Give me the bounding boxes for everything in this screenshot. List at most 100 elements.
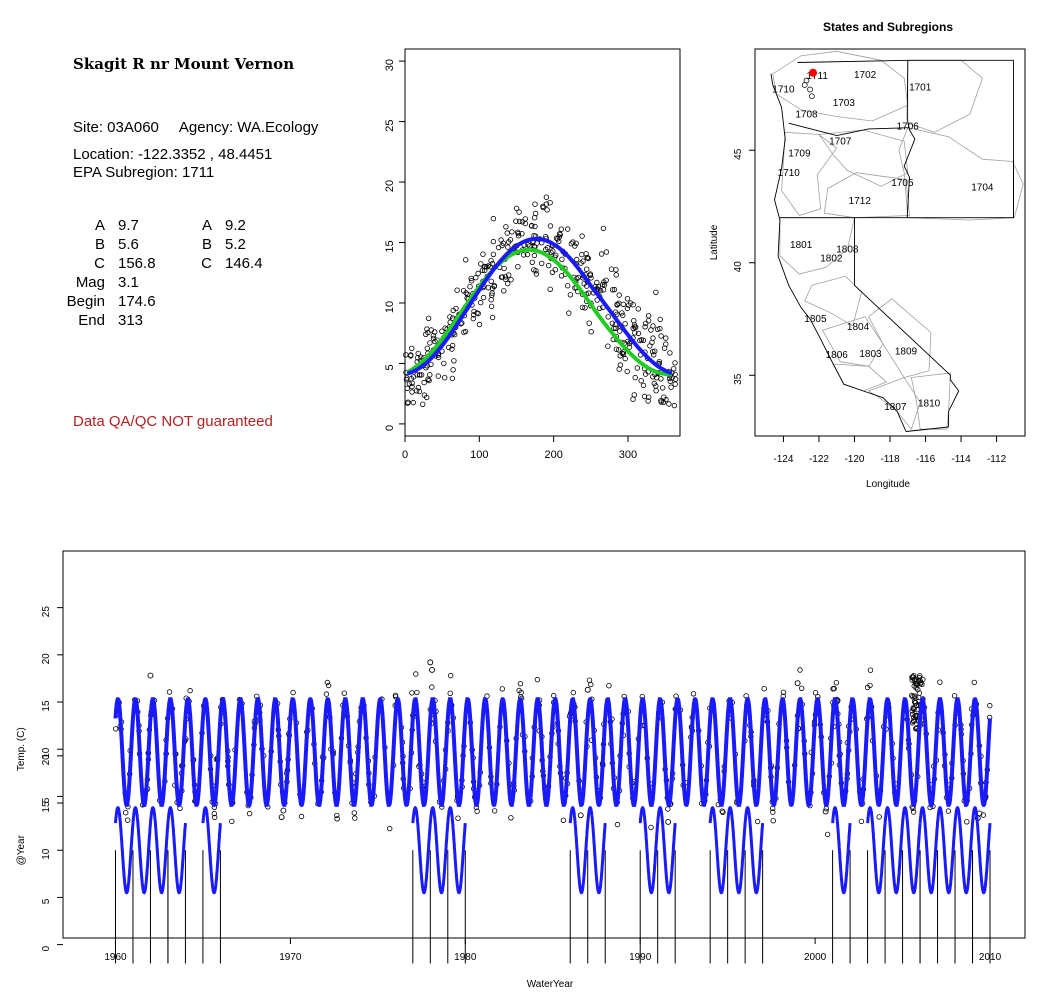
ts-point — [355, 749, 361, 755]
ts-point — [382, 744, 388, 751]
ts-point — [358, 708, 364, 715]
observation-point — [515, 232, 522, 239]
ts-point — [631, 779, 637, 785]
ts-point — [192, 798, 199, 804]
observation-point — [558, 273, 565, 279]
ts-point — [910, 788, 917, 795]
ts-point — [719, 808, 725, 814]
ts-point — [921, 704, 928, 711]
ts-point — [461, 743, 467, 749]
ts-point — [232, 747, 238, 753]
observation-point — [660, 385, 666, 391]
observation-point — [579, 251, 585, 258]
ts-point — [795, 725, 801, 731]
ts-point — [892, 781, 899, 787]
param-right-value: 5.2 — [225, 236, 246, 253]
ts-point — [836, 762, 843, 768]
ts-point — [802, 751, 808, 757]
ts-point — [407, 785, 413, 792]
param-left-value: 3.1 — [118, 274, 139, 291]
observation-point — [507, 237, 514, 243]
observation-point — [409, 383, 415, 390]
observation-point — [613, 346, 620, 352]
ts-point — [211, 814, 218, 821]
ts-point — [616, 787, 623, 794]
observation-point — [614, 336, 620, 343]
observation-point — [584, 298, 590, 305]
ts-point — [762, 708, 768, 714]
ts-point — [572, 718, 578, 724]
observation-point — [532, 210, 539, 217]
ts-point — [918, 701, 924, 708]
ts-point — [838, 780, 844, 786]
ts-point — [964, 797, 970, 804]
ts-point — [529, 773, 535, 780]
observation-point — [542, 233, 549, 240]
subregion-label: 1706 — [897, 122, 920, 133]
observation-point — [442, 325, 448, 331]
observation-point — [449, 315, 456, 321]
observation-point — [550, 248, 556, 254]
observation-point — [548, 249, 554, 256]
observation-point — [655, 370, 661, 377]
ts-point — [917, 716, 923, 722]
ts-point — [539, 733, 545, 740]
observation-point — [447, 314, 453, 320]
observation-point — [519, 230, 525, 237]
ts-point — [519, 732, 526, 738]
ts-point — [668, 801, 674, 807]
x-tick-label: 2000 — [804, 952, 827, 963]
ts-point — [179, 788, 185, 794]
ts-point — [177, 805, 183, 811]
observation-point — [595, 284, 601, 290]
observation-point — [415, 350, 421, 357]
observation-point — [424, 326, 430, 332]
subregion-line: EPA Subregion: 1711 — [73, 164, 215, 181]
ts-point — [605, 710, 612, 716]
observation-point — [504, 230, 510, 236]
observation-point — [543, 246, 549, 253]
observation-point — [453, 305, 459, 312]
ts-point — [720, 809, 726, 815]
observation-point — [547, 199, 553, 206]
outlier-point — [280, 807, 287, 814]
observation-point — [435, 373, 441, 379]
ts-point — [448, 672, 454, 679]
observation-point — [427, 340, 433, 346]
observation-point — [647, 343, 653, 349]
ts-point — [982, 795, 988, 802]
ts-point — [607, 719, 613, 725]
y-axis-label: Temp. (C) — [16, 727, 27, 771]
ts-point — [659, 699, 665, 705]
ts-point — [768, 774, 774, 780]
observation-point — [616, 366, 622, 372]
map-boundaries — [770, 50, 1024, 432]
ts-point — [978, 753, 984, 759]
observation-point — [645, 398, 651, 404]
ts-point — [368, 799, 374, 805]
observation-point — [487, 264, 493, 270]
subregion-outline — [898, 127, 1024, 221]
ts-point — [192, 789, 198, 795]
ts-point — [564, 770, 570, 776]
ts-point — [702, 798, 708, 804]
ts-point — [751, 782, 757, 789]
ts-point — [912, 676, 918, 683]
ts-point — [794, 712, 801, 719]
observation-point — [430, 347, 437, 353]
ts-point — [318, 789, 324, 795]
observation-point — [588, 300, 594, 306]
ts-point — [583, 719, 589, 725]
ts-point — [156, 797, 163, 804]
ts-point — [347, 757, 354, 764]
x-tick-label: 100 — [470, 449, 488, 461]
ts-point — [473, 804, 480, 811]
observation-point — [424, 345, 430, 351]
observation-point — [464, 291, 471, 298]
ts-point — [688, 734, 694, 740]
ts-point — [261, 753, 267, 759]
ts-point — [471, 786, 477, 792]
ts-point — [484, 693, 490, 699]
observation-point — [425, 350, 431, 356]
ts-point — [282, 800, 288, 806]
